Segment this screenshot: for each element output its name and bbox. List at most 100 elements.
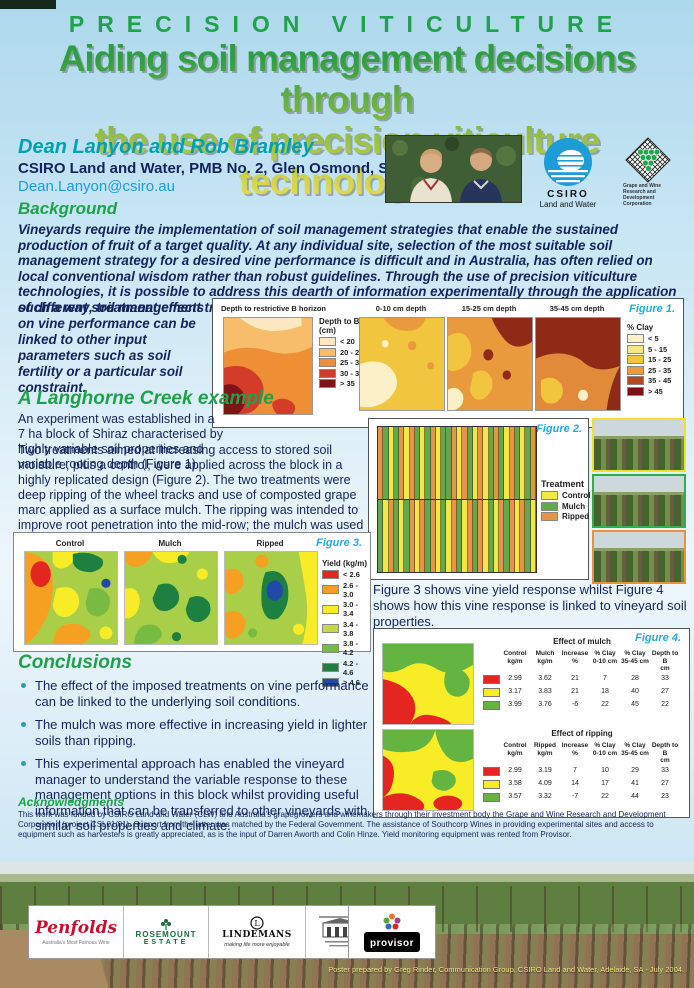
table-value: 3.76: [538, 700, 552, 708]
treatment-stripe: [383, 427, 389, 499]
treatment-stripe: [446, 427, 452, 499]
treatment-stripe: [472, 500, 479, 572]
legend-label: 15 - 25: [648, 355, 672, 364]
map-depth-to-b: [223, 317, 313, 415]
map-title-mulch: Mulch: [158, 539, 182, 548]
column-header: Control kg/m: [503, 742, 527, 757]
legend-label: < 20: [340, 337, 355, 346]
treatment-stripe: [520, 427, 526, 499]
legend-item: 2.6 - 3.0: [322, 581, 368, 599]
top-corner-bar: [0, 0, 56, 9]
treatment-layout-map: [377, 426, 537, 573]
column-header: Ripped kg/m: [533, 742, 557, 757]
treatment-stripe: [420, 500, 426, 572]
penfolds-wordmark: Penfolds: [34, 917, 118, 938]
map-title-depth: Depth to restrictive B horizon: [221, 304, 327, 313]
treatment-stripe: [414, 427, 421, 499]
legend-item: 25 - 30: [319, 358, 367, 367]
table-value: 7: [603, 674, 607, 682]
figure-4-label: Figure 4.: [635, 632, 681, 644]
table-value: 14: [571, 779, 579, 787]
conclusion-bullet: The effect of the imposed treatments on …: [18, 678, 370, 709]
legend-swatch: [319, 358, 336, 367]
legend-label: 4.2 - 4.6: [343, 658, 359, 677]
treatment-stripe: [435, 427, 442, 499]
map-clay-0-10: [359, 317, 445, 411]
legend-item: Ripped: [541, 512, 589, 521]
lindemans-tagline: making life more enjoyable: [224, 942, 290, 948]
table-value: 3.19: [538, 766, 552, 774]
yield-map-control: [24, 551, 118, 645]
legend-swatch: [627, 365, 644, 375]
legend-item: 3.8 - 4.2: [322, 639, 368, 657]
conclusions-list: The effect of the imposed treatments on …: [18, 678, 370, 842]
legend-item: > 4.6: [322, 678, 368, 687]
treatment-stripe: [388, 500, 394, 572]
legend-label: Control: [562, 491, 591, 500]
row-swatch: [482, 792, 500, 805]
legend-item: < 5: [627, 334, 677, 343]
figure-2: Figure 2. Treatment Control Mulch Ripped: [368, 418, 591, 580]
acknowledgments-text: This work was funded by CSIRO Land and W…: [18, 810, 666, 839]
legend-swatch: [541, 512, 558, 521]
legend-label: 3.0 - 3.4: [343, 600, 359, 618]
csiro-wordmark: CSIRO: [547, 189, 589, 200]
lindemans-emblem-icon: L: [250, 916, 264, 930]
authors: Dean Lanyon and Rob Bramley: [18, 136, 314, 158]
lindemans-wordmark: LINDEMANS: [222, 930, 292, 940]
treatment-stripe: [462, 500, 468, 572]
legend-item: 30 - 35: [319, 368, 367, 378]
csiro-logo: CSIRO Land and Water: [533, 137, 603, 209]
legend-swatch: [322, 643, 339, 653]
legend-swatch: [627, 344, 644, 354]
table-value: 18: [601, 687, 609, 695]
svg-text:L: L: [254, 919, 260, 928]
column-header: Mulch kg/m: [535, 650, 555, 665]
table-value: 17: [601, 779, 609, 787]
legend-swatch: [322, 570, 339, 579]
gwrdc-logo: Grape and Wine Research and Development …: [617, 137, 679, 207]
treatment-stripe: [530, 427, 536, 499]
depth-legend: Depth to B (cm) < 20 20 - 25 25 - 30 30 - 3…: [319, 317, 367, 390]
row-swatch: [482, 766, 500, 779]
column-header: % Clay 0-10 cm: [592, 650, 618, 665]
conclusion-bullet: The mulch was more effective in increasi…: [18, 717, 370, 748]
lindemans-logo: L LINDEMANS making life more enjoyable: [209, 906, 306, 958]
legend-label: < 5: [648, 334, 659, 343]
penfolds-logo: Penfolds Australia's Most Famous Wine: [29, 906, 124, 958]
treatment-stripe: [499, 427, 505, 499]
legend-item: 15 - 25: [627, 355, 677, 364]
column-header: Increase%: [561, 650, 589, 665]
figure-1-label: Figure 1.: [629, 303, 675, 315]
row-swatch: [482, 779, 500, 792]
legend-label: > 45: [648, 386, 663, 396]
legend-label: < 2.6: [343, 570, 360, 579]
legend-label: 35 - 45: [648, 376, 672, 385]
table-value: 2.99: [508, 674, 522, 682]
treatment-stripe: [483, 500, 489, 572]
column-header: % Clay 0-10 cm: [592, 742, 618, 757]
legend-item: 4.2 - 4.6: [322, 659, 368, 677]
treatment-stripe: [499, 500, 505, 572]
treatment-stripe: [525, 427, 531, 499]
treatment-stripe: [504, 500, 510, 572]
table-value: -7: [571, 792, 579, 800]
mulch-table: Effect of mulch Control kg/m Mulch kg/m Incre…: [482, 637, 682, 713]
table-value: 2.99: [508, 766, 522, 774]
treatment-stripe: [493, 500, 500, 572]
email-link[interactable]: Dean.Lanyon@csiro.au: [18, 178, 175, 195]
table-value: -6: [571, 700, 579, 708]
legend-label: 3.4 - 3.8: [343, 619, 359, 638]
treatment-stripe: [478, 427, 484, 499]
legend-item: > 35: [319, 379, 367, 388]
legend-swatch: [627, 376, 644, 385]
legend-item: 35 - 45: [627, 376, 677, 385]
background-paragraph-continued: such a way, treatment effects on vine pe…: [18, 300, 205, 395]
example-paragraph-1: An experiment was established in a 7 ha …: [18, 412, 223, 471]
treatment-stripe: [525, 500, 531, 572]
treatment-stripe: [399, 500, 405, 572]
row-swatch: [482, 674, 500, 687]
table-value: 40: [631, 687, 639, 695]
